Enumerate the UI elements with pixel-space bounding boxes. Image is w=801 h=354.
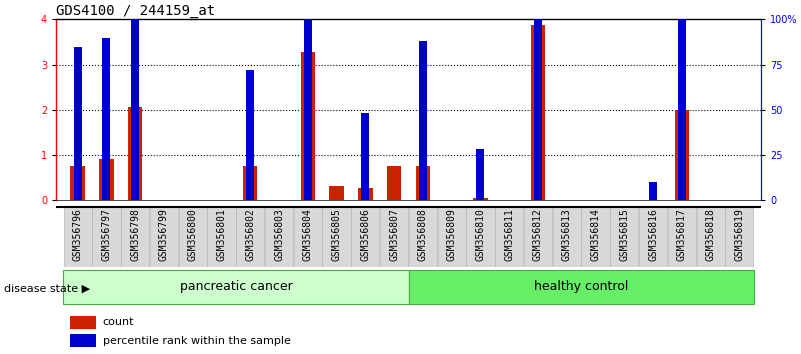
Bar (247, 70, 254, 200)
FancyBboxPatch shape (553, 207, 581, 267)
Bar (531, 25, 545, 200)
Text: GSM356803: GSM356803 (274, 208, 284, 261)
FancyBboxPatch shape (639, 207, 667, 267)
Bar (534, 0, 542, 200)
Text: GSM356817: GSM356817 (677, 208, 686, 261)
Text: GSM356805: GSM356805 (332, 208, 341, 261)
FancyBboxPatch shape (207, 207, 235, 267)
Text: GSM356819: GSM356819 (735, 208, 744, 261)
FancyBboxPatch shape (582, 207, 610, 267)
Text: GSM356815: GSM356815 (619, 208, 630, 261)
Bar (416, 166, 430, 200)
Text: pancreatic cancer: pancreatic cancer (179, 280, 292, 293)
FancyBboxPatch shape (495, 207, 523, 267)
Bar (99, 159, 114, 200)
Text: GSM356806: GSM356806 (360, 208, 370, 261)
FancyBboxPatch shape (524, 207, 552, 267)
Bar (70, 334, 95, 347)
Text: GSM356800: GSM356800 (187, 208, 198, 261)
Bar (361, 113, 369, 200)
Bar (304, 0, 312, 200)
FancyBboxPatch shape (697, 207, 725, 267)
FancyBboxPatch shape (323, 207, 351, 267)
Bar (300, 52, 315, 200)
FancyBboxPatch shape (409, 207, 437, 267)
Bar (243, 166, 257, 200)
FancyBboxPatch shape (466, 207, 494, 267)
Bar (674, 110, 689, 200)
Text: GSM356804: GSM356804 (303, 208, 313, 261)
Bar (329, 187, 344, 200)
FancyBboxPatch shape (437, 207, 465, 267)
Text: GSM356802: GSM356802 (245, 208, 256, 261)
Bar (387, 166, 401, 200)
FancyBboxPatch shape (409, 270, 754, 304)
Text: healthy control: healthy control (534, 280, 628, 293)
Text: GSM356807: GSM356807 (389, 208, 399, 261)
FancyBboxPatch shape (668, 207, 696, 267)
Bar (649, 182, 657, 200)
Text: GSM356797: GSM356797 (102, 208, 111, 261)
Text: GSM356808: GSM356808 (418, 208, 428, 261)
FancyBboxPatch shape (236, 207, 264, 267)
FancyBboxPatch shape (63, 270, 409, 304)
FancyBboxPatch shape (352, 207, 380, 267)
FancyBboxPatch shape (725, 207, 754, 267)
Text: percentile rank within the sample: percentile rank within the sample (103, 336, 291, 346)
Text: GSM356798: GSM356798 (131, 208, 140, 261)
Bar (70, 166, 85, 200)
FancyBboxPatch shape (380, 207, 409, 267)
Bar (103, 38, 111, 200)
FancyBboxPatch shape (150, 207, 178, 267)
FancyBboxPatch shape (179, 207, 207, 267)
Bar (74, 46, 82, 200)
Text: GSM356796: GSM356796 (73, 208, 83, 261)
Text: GSM356809: GSM356809 (447, 208, 457, 261)
Bar (477, 149, 485, 200)
Text: disease state ▶: disease state ▶ (4, 284, 91, 293)
Text: GSM356801: GSM356801 (216, 208, 227, 261)
Bar (131, 0, 139, 200)
FancyBboxPatch shape (63, 207, 92, 267)
Text: GSM356810: GSM356810 (476, 208, 485, 261)
Text: GSM356818: GSM356818 (706, 208, 715, 261)
FancyBboxPatch shape (610, 207, 638, 267)
Text: GSM356816: GSM356816 (648, 208, 658, 261)
Text: GSM356811: GSM356811 (504, 208, 514, 261)
FancyBboxPatch shape (121, 207, 149, 267)
Text: GSM356813: GSM356813 (562, 208, 572, 261)
Bar (128, 108, 143, 200)
Text: GSM356799: GSM356799 (159, 208, 169, 261)
Text: GSM356814: GSM356814 (590, 208, 601, 261)
Bar (358, 188, 372, 200)
Bar (70, 316, 95, 329)
FancyBboxPatch shape (92, 207, 120, 267)
Bar (678, 0, 686, 200)
Text: count: count (103, 317, 134, 327)
FancyBboxPatch shape (265, 207, 293, 267)
Text: GSM356812: GSM356812 (533, 208, 543, 261)
Bar (473, 198, 488, 200)
Text: GDS4100 / 244159_at: GDS4100 / 244159_at (56, 5, 215, 18)
FancyBboxPatch shape (294, 207, 322, 267)
Bar (419, 41, 427, 200)
